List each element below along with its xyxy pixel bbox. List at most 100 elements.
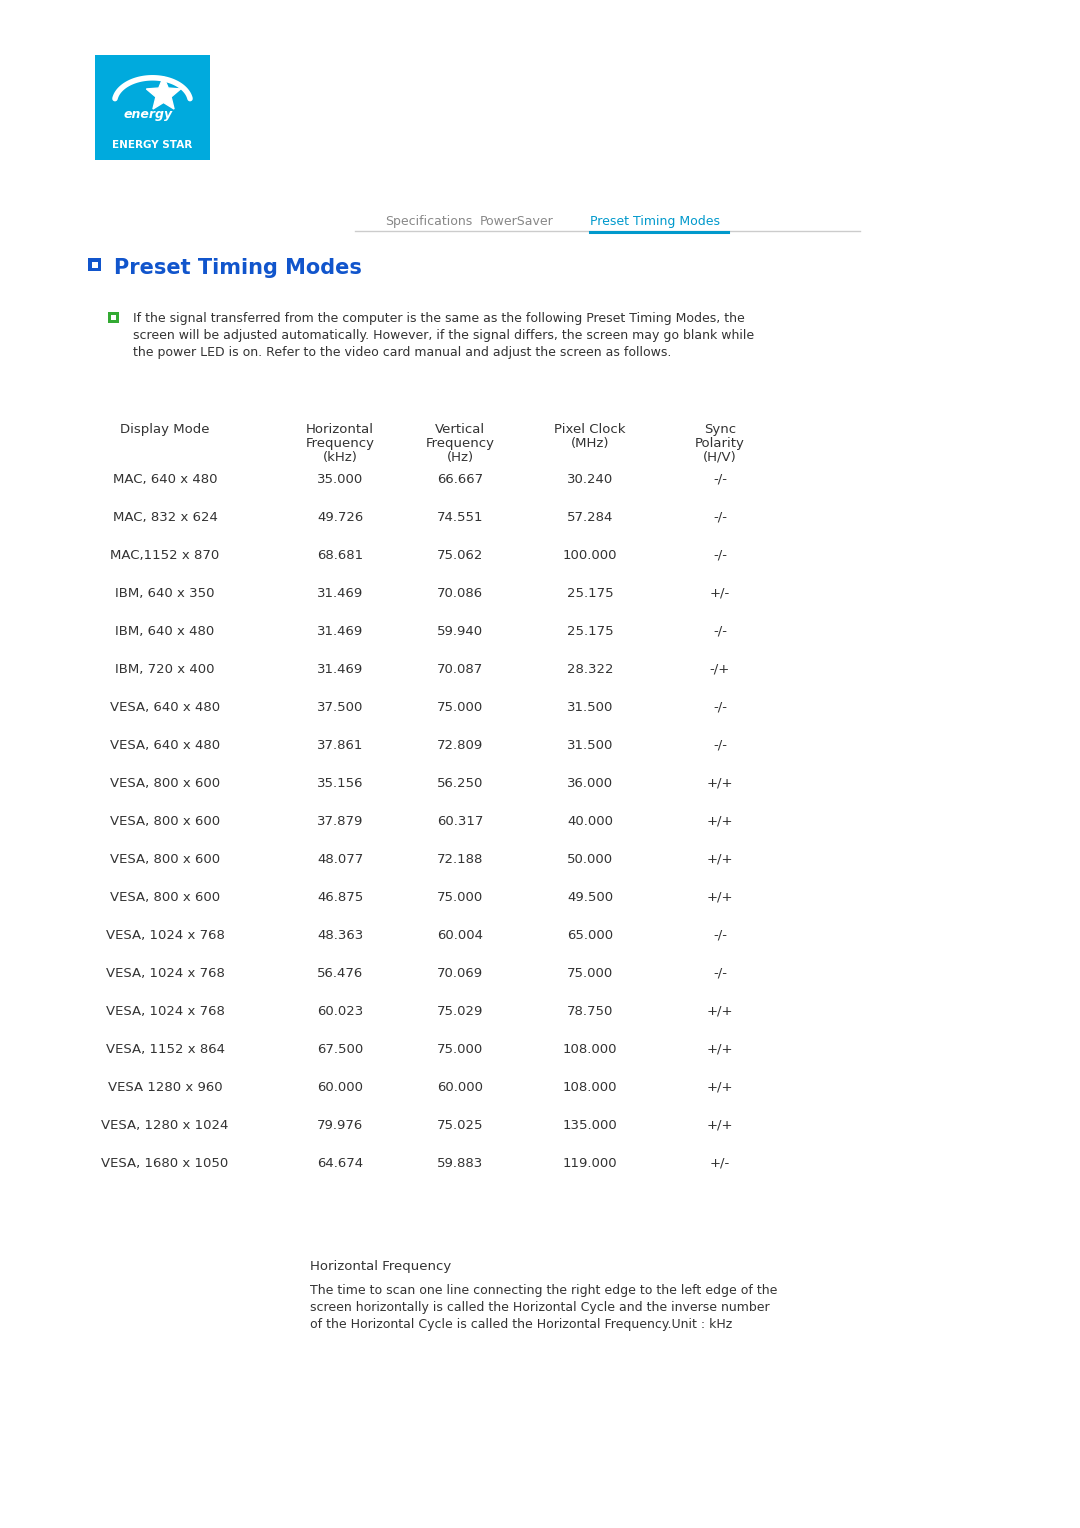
Text: 60.000: 60.000 <box>437 1080 483 1094</box>
Text: 67.500: 67.500 <box>316 1044 363 1056</box>
Text: VESA, 1024 x 768: VESA, 1024 x 768 <box>106 967 225 979</box>
Text: 31.469: 31.469 <box>316 625 363 639</box>
Text: 100.000: 100.000 <box>563 549 618 562</box>
Text: screen will be adjusted automatically. However, if the signal differs, the scree: screen will be adjusted automatically. H… <box>133 329 754 342</box>
Text: 25.175: 25.175 <box>567 587 613 601</box>
Text: ENERGY STAR: ENERGY STAR <box>112 141 192 150</box>
Text: -/-: -/- <box>713 474 727 486</box>
Text: 35.000: 35.000 <box>316 474 363 486</box>
Polygon shape <box>147 76 180 108</box>
Text: 75.000: 75.000 <box>567 967 613 979</box>
Text: 108.000: 108.000 <box>563 1044 618 1056</box>
Text: 119.000: 119.000 <box>563 1157 618 1170</box>
Text: 79.976: 79.976 <box>316 1118 363 1132</box>
Text: +/+: +/+ <box>706 778 733 790</box>
Text: 75.000: 75.000 <box>437 891 483 905</box>
Text: VESA, 1024 x 768: VESA, 1024 x 768 <box>106 929 225 941</box>
Text: Display Mode: Display Mode <box>120 423 210 435</box>
Text: VESA 1280 x 960: VESA 1280 x 960 <box>108 1080 222 1094</box>
FancyBboxPatch shape <box>108 312 119 322</box>
Text: 135.000: 135.000 <box>563 1118 618 1132</box>
Text: +/+: +/+ <box>706 814 733 828</box>
Text: 60.004: 60.004 <box>437 929 483 941</box>
Text: 40.000: 40.000 <box>567 814 613 828</box>
Text: 75.025: 75.025 <box>436 1118 483 1132</box>
Text: IBM, 720 x 400: IBM, 720 x 400 <box>116 663 215 675</box>
Text: 28.322: 28.322 <box>567 663 613 675</box>
Text: MAC,1152 x 870: MAC,1152 x 870 <box>110 549 219 562</box>
Text: 36.000: 36.000 <box>567 778 613 790</box>
Text: of the Horizontal Cycle is called the Horizontal Frequency.Unit : kHz: of the Horizontal Cycle is called the Ho… <box>310 1319 732 1331</box>
Text: 30.240: 30.240 <box>567 474 613 486</box>
Text: VESA, 1024 x 768: VESA, 1024 x 768 <box>106 1005 225 1018</box>
Text: +/+: +/+ <box>706 1118 733 1132</box>
Text: 31.469: 31.469 <box>316 663 363 675</box>
FancyBboxPatch shape <box>111 315 116 319</box>
Text: Preset Timing Modes: Preset Timing Modes <box>590 215 720 228</box>
Text: -/-: -/- <box>713 967 727 979</box>
Text: Polarity: Polarity <box>696 437 745 451</box>
Text: -/-: -/- <box>713 625 727 639</box>
Text: 75.000: 75.000 <box>437 701 483 714</box>
Text: energy: energy <box>124 108 173 121</box>
Text: MAC, 640 x 480: MAC, 640 x 480 <box>112 474 217 486</box>
Text: 35.156: 35.156 <box>316 778 363 790</box>
Text: 56.250: 56.250 <box>436 778 483 790</box>
Text: Horizontal Frequency: Horizontal Frequency <box>310 1261 451 1273</box>
Text: 59.883: 59.883 <box>437 1157 483 1170</box>
Text: 37.500: 37.500 <box>316 701 363 714</box>
Text: 74.551: 74.551 <box>436 510 483 524</box>
Text: MAC, 832 x 624: MAC, 832 x 624 <box>112 510 217 524</box>
Text: 72.188: 72.188 <box>436 853 483 866</box>
Text: 70.087: 70.087 <box>437 663 483 675</box>
Text: 31.500: 31.500 <box>567 740 613 752</box>
Text: 37.879: 37.879 <box>316 814 363 828</box>
Text: 72.809: 72.809 <box>437 740 483 752</box>
Text: The time to scan one line connecting the right edge to the left edge of the: The time to scan one line connecting the… <box>310 1284 778 1297</box>
Text: +/+: +/+ <box>706 1044 733 1056</box>
Text: 60.000: 60.000 <box>318 1080 363 1094</box>
Text: -/-: -/- <box>713 549 727 562</box>
Text: 66.667: 66.667 <box>437 474 483 486</box>
Text: (MHz): (MHz) <box>570 437 609 451</box>
Text: Sync: Sync <box>704 423 737 435</box>
Text: 49.500: 49.500 <box>567 891 613 905</box>
Text: +/+: +/+ <box>706 891 733 905</box>
Text: Preset Timing Modes: Preset Timing Modes <box>114 258 362 278</box>
Text: (H/V): (H/V) <box>703 451 737 465</box>
Text: screen horizontally is called the Horizontal Cycle and the inverse number: screen horizontally is called the Horizo… <box>310 1300 770 1314</box>
Text: VESA, 1152 x 864: VESA, 1152 x 864 <box>106 1044 225 1056</box>
Text: -/-: -/- <box>713 929 727 941</box>
Text: VESA, 640 x 480: VESA, 640 x 480 <box>110 701 220 714</box>
Text: If the signal transferred from the computer is the same as the following Preset : If the signal transferred from the compu… <box>133 312 745 325</box>
Text: (Hz): (Hz) <box>446 451 473 465</box>
FancyBboxPatch shape <box>95 55 210 160</box>
Text: +/-: +/- <box>710 587 730 601</box>
Text: 75.062: 75.062 <box>436 549 483 562</box>
Text: 31.500: 31.500 <box>567 701 613 714</box>
Text: the power LED is on. Refer to the video card manual and adjust the screen as fol: the power LED is on. Refer to the video … <box>133 345 672 359</box>
Text: Frequency: Frequency <box>306 437 375 451</box>
Text: 59.940: 59.940 <box>437 625 483 639</box>
Text: VESA, 800 x 600: VESA, 800 x 600 <box>110 814 220 828</box>
Text: PowerSaver: PowerSaver <box>480 215 554 228</box>
Text: 49.726: 49.726 <box>316 510 363 524</box>
Text: 57.284: 57.284 <box>567 510 613 524</box>
Text: -/-: -/- <box>713 740 727 752</box>
Text: +/-: +/- <box>710 1157 730 1170</box>
Text: 75.000: 75.000 <box>437 1044 483 1056</box>
Text: VESA, 1680 x 1050: VESA, 1680 x 1050 <box>102 1157 229 1170</box>
Text: IBM, 640 x 350: IBM, 640 x 350 <box>116 587 215 601</box>
Text: 56.476: 56.476 <box>316 967 363 979</box>
Text: IBM, 640 x 480: IBM, 640 x 480 <box>116 625 215 639</box>
Text: 25.175: 25.175 <box>567 625 613 639</box>
Text: 108.000: 108.000 <box>563 1080 618 1094</box>
Text: 68.681: 68.681 <box>316 549 363 562</box>
FancyBboxPatch shape <box>92 261 97 267</box>
Text: 46.875: 46.875 <box>316 891 363 905</box>
Text: 70.086: 70.086 <box>437 587 483 601</box>
Text: 50.000: 50.000 <box>567 853 613 866</box>
Text: Pixel Clock: Pixel Clock <box>554 423 625 435</box>
Text: VESA, 640 x 480: VESA, 640 x 480 <box>110 740 220 752</box>
Text: 48.077: 48.077 <box>316 853 363 866</box>
